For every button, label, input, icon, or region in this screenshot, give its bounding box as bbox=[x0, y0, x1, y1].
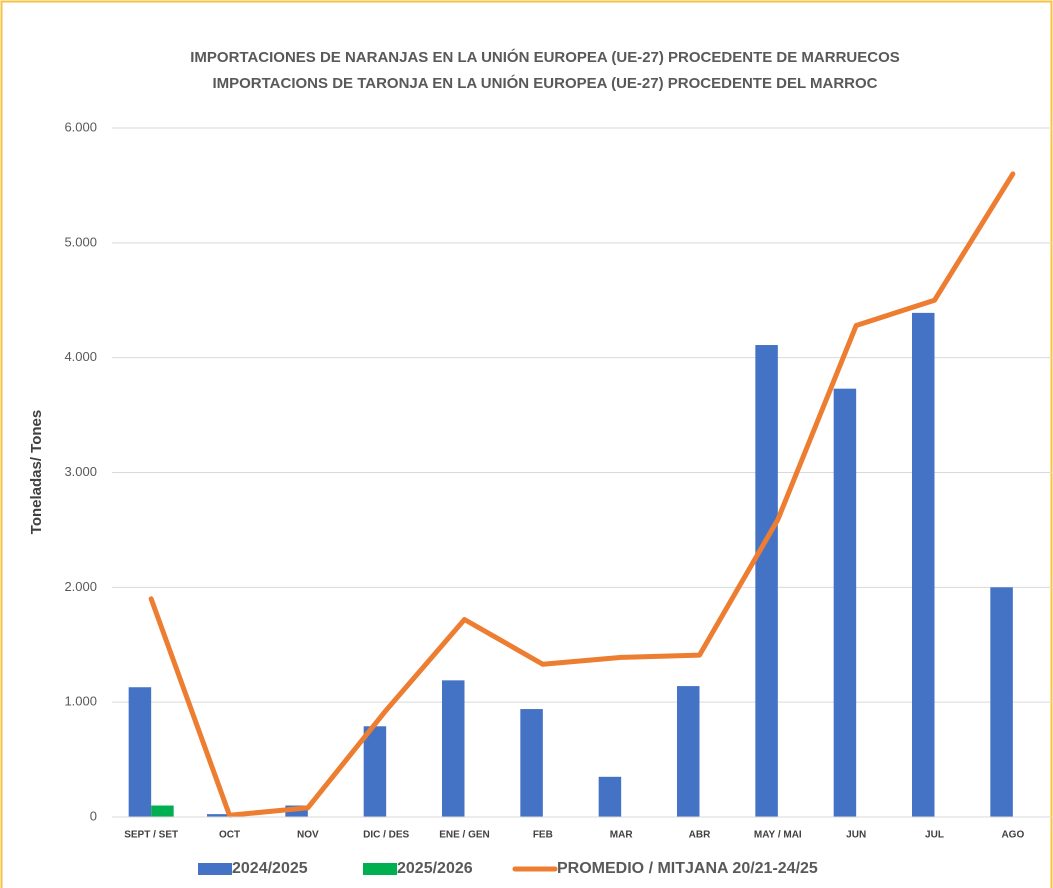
legend-swatch bbox=[198, 863, 232, 875]
x-tick-label: MAY / MAI bbox=[754, 830, 802, 841]
bar bbox=[520, 709, 543, 817]
bar bbox=[833, 388, 857, 817]
y-tick-label: 6.000 bbox=[64, 119, 97, 134]
legend-label: 2024/2025 bbox=[232, 860, 308, 877]
x-tick-label: DIC / DES bbox=[363, 830, 409, 841]
y-tick-label: 0 bbox=[90, 808, 97, 823]
legend-label: PROMEDIO / MITJANA 20/21-24/25 bbox=[557, 860, 818, 877]
bar bbox=[990, 587, 1013, 817]
x-tick-label: ENE / GEN bbox=[439, 830, 490, 841]
x-tick-label: OCT bbox=[219, 830, 240, 841]
bar bbox=[598, 776, 622, 817]
bar bbox=[442, 680, 465, 817]
x-tick-label: SEPT / SET bbox=[124, 830, 178, 841]
y-tick-label: 3.000 bbox=[64, 464, 97, 479]
bar bbox=[151, 805, 174, 817]
bar bbox=[677, 686, 700, 817]
bar bbox=[912, 312, 935, 817]
y-tick-label: 4.000 bbox=[64, 349, 97, 364]
y-tick-label: 1.000 bbox=[64, 694, 97, 709]
x-tick-label: AGO bbox=[1001, 830, 1024, 841]
x-tick-label: FEB bbox=[533, 830, 553, 841]
bar bbox=[128, 687, 152, 817]
chart-title: IMPORTACIONS DE TARONJA EN LA UNIÓN EURO… bbox=[212, 74, 877, 92]
x-tick-label: MAR bbox=[610, 830, 634, 841]
y-axis-title: Toneladas/ Tones bbox=[28, 410, 45, 534]
x-tick-label: JUL bbox=[925, 830, 944, 841]
bar bbox=[755, 345, 778, 817]
legend-label: 2025/2026 bbox=[397, 860, 473, 877]
chart-title: IMPORTACIONES DE NARANJAS EN LA UNIÓN EU… bbox=[190, 48, 900, 66]
bar bbox=[207, 814, 230, 817]
line bbox=[148, 171, 1016, 818]
y-tick-label: 2.000 bbox=[64, 579, 97, 594]
x-tick-label: ABR bbox=[689, 830, 711, 841]
legend-swatch bbox=[363, 863, 397, 875]
x-tick-label: NOV bbox=[297, 830, 319, 841]
bar bbox=[363, 726, 387, 817]
y-tick-label: 5.000 bbox=[64, 234, 97, 249]
x-tick-label: JUN bbox=[846, 830, 866, 841]
